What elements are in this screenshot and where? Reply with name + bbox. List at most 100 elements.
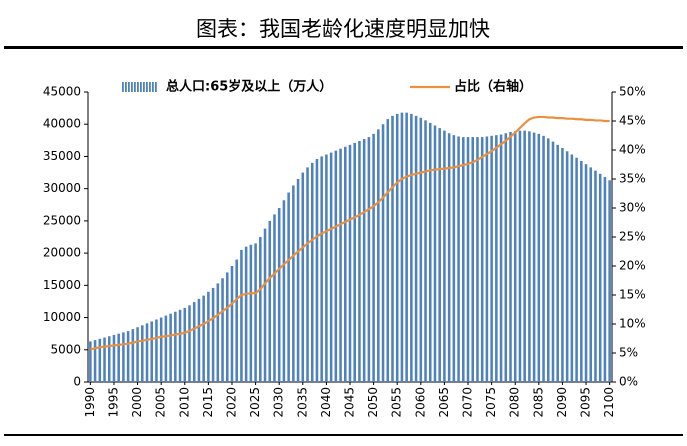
bar: [263, 228, 267, 382]
bar: [339, 148, 342, 382]
bar: [183, 307, 187, 382]
legend-swatch: [137, 82, 139, 92]
bar: [551, 141, 555, 382]
bar: [471, 137, 475, 382]
bar: [495, 135, 498, 382]
y2-tick-label: 50%: [619, 85, 646, 99]
y-tick-label: 30000: [43, 181, 81, 195]
bar: [310, 162, 314, 382]
bar: [443, 130, 446, 382]
bar: [419, 117, 423, 383]
bar: [490, 135, 493, 382]
bar: [211, 287, 215, 382]
bar: [169, 313, 172, 382]
bar: [344, 146, 347, 382]
x-tick-label: 2065: [437, 387, 451, 418]
y2-tick-label: 15%: [619, 288, 646, 302]
bar: [122, 332, 125, 382]
bar: [155, 319, 158, 382]
bar: [353, 142, 356, 382]
bar: [598, 173, 602, 382]
x-tick-label: 2070: [461, 387, 475, 418]
bar: [268, 220, 272, 382]
line: [90, 115, 610, 351]
bar: [107, 336, 111, 382]
bar: [414, 115, 418, 382]
legend-swatch: [125, 82, 127, 92]
bar: [301, 172, 305, 382]
bar: [315, 159, 319, 382]
bar: [277, 208, 281, 382]
bar: [603, 177, 607, 382]
bar: [273, 214, 276, 382]
bar: [391, 115, 394, 382]
y2-tick-label: 30%: [619, 201, 646, 215]
bar: [216, 283, 220, 382]
y2-tick-label: 0%: [619, 375, 638, 389]
bar: [296, 179, 300, 382]
y-tick-label: 0: [73, 375, 81, 389]
bar: [565, 151, 569, 382]
x-tick-label: 2000: [130, 387, 144, 418]
bar: [141, 325, 144, 382]
bar: [287, 192, 290, 382]
bar: [150, 321, 154, 382]
x-tick-label: 2055: [390, 387, 404, 418]
bar: [476, 137, 479, 382]
x-tick-label: 2030: [272, 387, 286, 418]
bar: [386, 119, 390, 383]
bar: [410, 113, 413, 383]
bar: [462, 137, 465, 382]
x-tick-label: 2085: [531, 387, 545, 418]
bar: [131, 329, 135, 382]
y2-tick-label: 35%: [619, 172, 646, 186]
y2-tick-label: 10%: [619, 317, 646, 331]
x-tick-label: 2075: [484, 387, 498, 418]
chart-title: 图表：我国老龄化速度明显加快: [196, 17, 490, 41]
bar: [112, 334, 116, 382]
x-tick-label: 2080: [508, 387, 522, 418]
bar: [523, 130, 526, 382]
bar: [98, 338, 102, 382]
bar: [381, 124, 385, 382]
bar: [235, 259, 238, 382]
bar: [584, 164, 588, 382]
x-tick-label: 2100: [602, 387, 616, 418]
x-tick-label: 2045: [343, 387, 357, 418]
y-tick-label: 25000: [43, 213, 81, 227]
bar: [433, 125, 437, 382]
bar: [377, 129, 380, 382]
bar: [400, 112, 404, 382]
bar: [93, 340, 97, 382]
bar: [202, 295, 205, 382]
legend-swatch: [134, 82, 136, 92]
bar: [509, 131, 512, 382]
bar: [457, 136, 460, 382]
bar: [164, 315, 168, 382]
bar: [589, 167, 593, 382]
bar: [188, 305, 191, 382]
bar: [126, 331, 130, 382]
legend-swatch: [122, 82, 124, 92]
x-tick-label: 2040: [319, 387, 333, 418]
bar: [159, 317, 163, 382]
bar: [292, 185, 295, 382]
y-tick-label: 45000: [43, 85, 81, 99]
y-tick-label: 40000: [43, 117, 81, 131]
bar: [528, 131, 531, 382]
x-tick-label: 2060: [413, 387, 427, 418]
bar: [513, 131, 517, 382]
bar: [348, 144, 352, 382]
bar: [225, 272, 229, 382]
x-tick-label: 2095: [579, 387, 593, 418]
bar: [192, 302, 196, 382]
bar: [556, 144, 559, 382]
bar: [329, 152, 333, 382]
bar: [174, 311, 177, 382]
bar: [518, 130, 522, 382]
x-tick-label: 2020: [224, 387, 238, 418]
bar: [532, 132, 536, 382]
bar: [240, 249, 243, 382]
bar: [362, 139, 366, 382]
bar: [405, 112, 408, 382]
